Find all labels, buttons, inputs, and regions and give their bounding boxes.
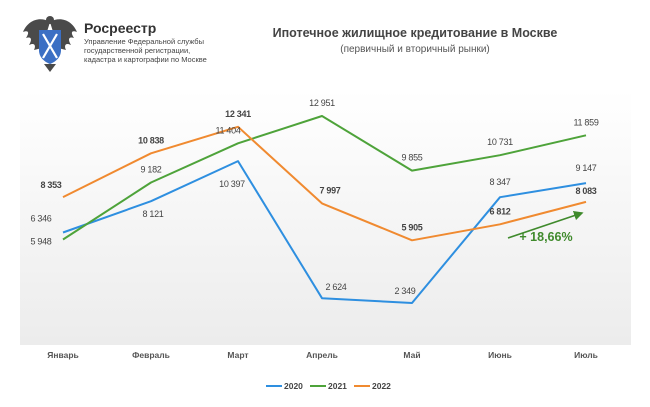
x-tick-label: Март xyxy=(227,350,248,360)
growth-annotation: + 18,66% xyxy=(519,230,572,244)
data-label-2021: 9 855 xyxy=(401,153,422,163)
data-label-2022: 8 083 xyxy=(575,186,596,196)
data-label-2020: 9 147 xyxy=(575,163,596,173)
series-line-2022 xyxy=(62,125,587,242)
x-tick-label: Январь xyxy=(47,350,79,360)
data-label-2020: 10 397 xyxy=(219,179,245,189)
plot-area xyxy=(20,90,631,345)
data-label-2020: 8 121 xyxy=(142,209,163,219)
series-line-2021 xyxy=(62,115,587,241)
data-label-2021: 5 948 xyxy=(30,237,51,247)
x-tick-label: Июнь xyxy=(488,350,512,360)
data-label-2020: 6 346 xyxy=(30,214,51,224)
data-label-2022: 8 353 xyxy=(40,180,61,190)
brand-name: Росреестр xyxy=(84,20,157,36)
rosreestr-emblem-icon xyxy=(23,16,77,72)
chart-title: Ипотечное жилищное кредитование в Москве xyxy=(272,26,558,40)
data-label-2021: 10 731 xyxy=(487,137,513,147)
chart-subtitle: (первичный и вторичный рынки) xyxy=(340,44,490,55)
brand-subtitle: Управление Федеральной службы государств… xyxy=(84,37,207,64)
legend-label-2021: 2021 xyxy=(328,381,347,391)
data-label-2021: 11 404 xyxy=(215,125,240,135)
brand-block: Росреестр Управление Федеральной службы … xyxy=(84,20,214,64)
legend-label-2020: 2020 xyxy=(284,381,303,391)
series-line-2020 xyxy=(62,160,587,304)
x-tick-label: Июль xyxy=(574,350,598,360)
data-label-2022: 10 838 xyxy=(138,135,164,145)
data-label-2021: 9 182 xyxy=(140,164,161,174)
data-label-2021: 11 859 xyxy=(573,117,598,127)
x-tick-label: Апрель xyxy=(306,350,338,360)
data-label-2020: 8 347 xyxy=(489,177,510,187)
data-label-2022: 12 341 xyxy=(225,109,251,119)
x-tick-label: Май xyxy=(403,350,420,360)
data-label-2020: 2 349 xyxy=(394,286,415,296)
data-label-2020: 2 624 xyxy=(325,282,346,292)
growth-arrow xyxy=(507,211,584,239)
data-label-2022: 7 997 xyxy=(319,185,340,195)
data-label-2022: 6 812 xyxy=(489,206,510,216)
x-tick-label: Февраль xyxy=(132,350,170,360)
data-label-2021: 12 951 xyxy=(309,98,335,108)
data-label-2022: 5 905 xyxy=(401,222,422,232)
legend-label-2022: 2022 xyxy=(372,381,391,391)
